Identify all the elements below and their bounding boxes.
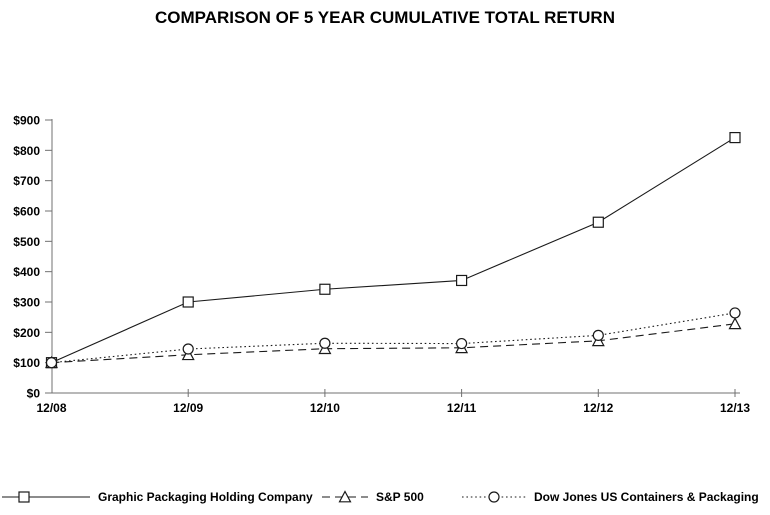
marker-triangle — [728, 317, 742, 330]
y-tick-label: $600 — [13, 205, 40, 219]
marker-square — [319, 283, 331, 295]
chart-title: COMPARISON OF 5 YEAR CUMULATIVE TOTAL RE… — [155, 8, 615, 27]
legend-label-graphic-packaging: Graphic Packaging Holding Company — [98, 490, 313, 504]
series-line-0 — [51, 137, 736, 364]
y-tick-label: $100 — [13, 356, 40, 370]
x-tick-label: 12/08 — [36, 401, 66, 415]
x-tick-label: 12/09 — [173, 401, 203, 415]
series-line-2 — [51, 312, 736, 364]
y-tick-label: $0 — [27, 387, 41, 401]
legend-item-sp500: S&P 500 — [322, 490, 424, 504]
series-line-1 — [51, 323, 736, 364]
y-tick-label: $900 — [13, 114, 40, 128]
y-tick-label: $400 — [13, 265, 40, 279]
legend-item-dowjones: Dow Jones US Containers & Packaging — [462, 490, 759, 504]
marker-square — [18, 491, 30, 503]
x-tick-label: 12/12 — [583, 401, 613, 415]
marker-circle — [319, 337, 331, 349]
marker-circle — [45, 357, 58, 369]
y-tick-label: $800 — [13, 144, 40, 158]
marker-square — [182, 296, 194, 308]
legend-swatch-triangle — [322, 490, 368, 503]
legend-item-graphic-packaging: Graphic Packaging Holding Company — [2, 490, 313, 504]
marker-square — [456, 274, 468, 287]
plot-area: $0 $100 $200 $300 $400 $500 $600 $700 $800 $900 12… — [13, 114, 750, 416]
y-tick-label: $700 — [13, 174, 40, 188]
marker-triangle — [338, 490, 352, 503]
marker-circle — [182, 343, 194, 355]
legend-swatch-circle — [462, 491, 526, 503]
y-tick-label: $500 — [13, 235, 40, 249]
marker-square — [592, 216, 604, 228]
marker-circle — [456, 337, 468, 350]
marker-circle — [488, 491, 500, 503]
y-tick-label: $200 — [13, 326, 40, 340]
marker-square — [729, 131, 741, 144]
x-tick-label: 12/11 — [447, 401, 477, 415]
legend-label-sp500: S&P 500 — [376, 490, 424, 504]
legend-label-dowjones: Dow Jones US Containers & Packaging — [534, 490, 759, 504]
y-tick-label: $300 — [13, 296, 40, 310]
legend: Graphic Packaging Holding Company S&P 50… — [0, 490, 770, 512]
marker-circle — [729, 307, 741, 319]
x-tick-label: 12/10 — [310, 401, 340, 415]
x-tick-label: 12/13 — [720, 401, 750, 415]
legend-swatch-square — [2, 491, 90, 503]
marker-circle — [592, 329, 604, 341]
